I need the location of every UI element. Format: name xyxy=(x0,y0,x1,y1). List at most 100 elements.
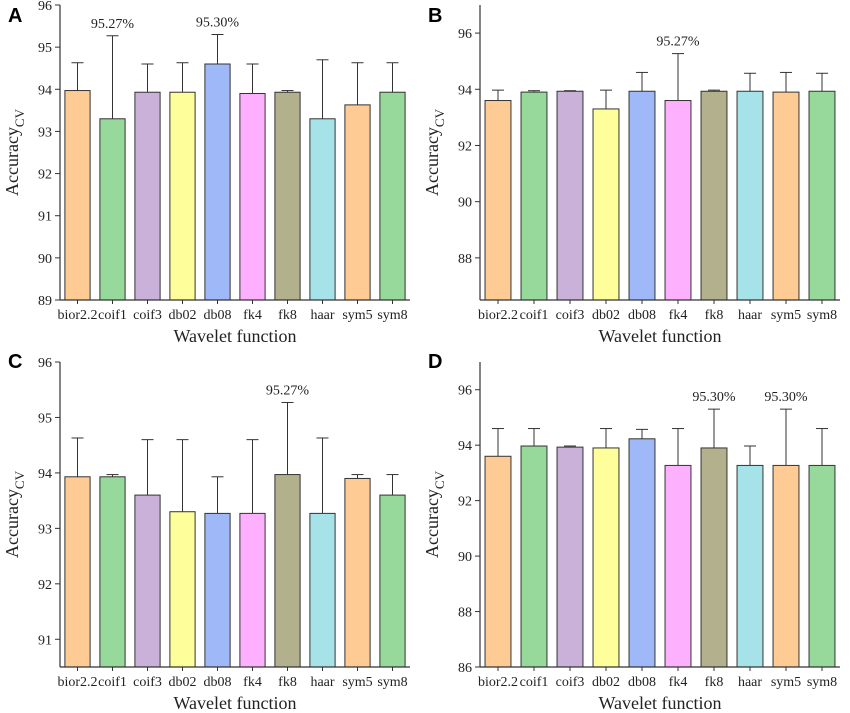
y-axis-title: AccuracyCV xyxy=(422,108,447,196)
y-tick-label: 96 xyxy=(458,384,472,399)
bar-fk4 xyxy=(239,93,266,301)
x-tick-label: sym8 xyxy=(807,308,837,323)
x-tick-label: coif1 xyxy=(520,675,549,690)
bar-db02 xyxy=(169,511,196,668)
y-tick-label: 90 xyxy=(458,196,472,211)
bar-db02 xyxy=(169,91,196,301)
y-axis-title: AccuracyCV xyxy=(2,470,27,558)
x-tick-label: bior2.2 xyxy=(57,675,97,690)
y-tick-label: 96 xyxy=(458,27,472,42)
bar-coif1 xyxy=(99,118,126,301)
bar-db02 xyxy=(592,108,620,301)
x-axis-title: Wavelet function xyxy=(173,326,296,346)
x-axis-title: Wavelet function xyxy=(598,326,721,346)
x-tick-label: db08 xyxy=(628,675,656,690)
panel-letter: C xyxy=(8,351,22,373)
bar-db08 xyxy=(204,512,231,668)
x-axis-title: Wavelet function xyxy=(173,693,296,713)
bar-fk4 xyxy=(664,464,692,668)
bar-fk8 xyxy=(700,447,728,668)
bar-coif3 xyxy=(134,91,161,301)
bar-haar xyxy=(736,464,764,668)
y-tick-label: 90 xyxy=(458,550,472,565)
x-tick-label: fk8 xyxy=(705,675,724,690)
panel-letter: A xyxy=(8,5,22,27)
panel-letter: B xyxy=(428,5,442,27)
bar-coif3 xyxy=(556,90,584,301)
bar-sym5 xyxy=(344,104,371,301)
bar-fk8 xyxy=(274,91,301,301)
bar-sym8 xyxy=(808,90,836,301)
x-tick-label: sym5 xyxy=(771,308,801,323)
x-tick-label: haar xyxy=(738,308,762,323)
x-tick-label: bior2.2 xyxy=(57,308,97,323)
bar-db02 xyxy=(592,447,620,668)
bar-haar xyxy=(309,512,336,668)
x-tick-label: fk4 xyxy=(669,308,688,323)
bar-coif3 xyxy=(556,446,584,668)
y-tick-label: 91 xyxy=(38,633,52,648)
data-annotation: 95.30% xyxy=(196,16,240,31)
bar-sym8 xyxy=(379,91,406,301)
x-tick-label: coif1 xyxy=(98,308,127,323)
y-tick-label: 94 xyxy=(38,467,52,482)
bar-bior2.2 xyxy=(484,100,512,301)
y-axis-title: AccuracyCV xyxy=(2,108,27,196)
x-tick-label: sym8 xyxy=(807,675,837,690)
y-tick-label: 89 xyxy=(38,294,52,309)
x-tick-label: haar xyxy=(738,675,762,690)
bar-bior2.2 xyxy=(64,90,91,301)
bar-fk8 xyxy=(274,474,301,668)
data-annotation: 95.30% xyxy=(692,390,736,405)
y-tick-label: 96 xyxy=(38,356,52,371)
x-tick-label: fk4 xyxy=(669,675,688,690)
bar-fk4 xyxy=(664,100,692,301)
x-tick-label: sym5 xyxy=(342,308,372,323)
y-tick-label: 92 xyxy=(38,578,52,593)
chart-panel-b: B 88 90 92 94 96 bior2.2 coif1 coif3 db02 db08 fk4 f… xyxy=(422,5,840,346)
chart-panel-a: A 89 90 91 92 93 94 95 96 bior2.2 coif1 coif3 db02 db… xyxy=(2,0,410,346)
bar-sym8 xyxy=(808,464,836,668)
y-tick-label: 90 xyxy=(38,252,52,267)
data-annotation: 95.27% xyxy=(91,17,135,32)
bar-sym5 xyxy=(772,91,800,301)
x-tick-label: sym8 xyxy=(377,308,407,323)
y-tick-label: 94 xyxy=(458,83,472,98)
y-tick-label: 88 xyxy=(458,606,472,621)
y-tick-label: 92 xyxy=(458,495,472,510)
chart-panel-d: D 86 88 90 92 94 96 bior2.2 coif1 coif3 db02 db08 fk… xyxy=(422,351,840,713)
x-tick-label: fk8 xyxy=(278,675,297,690)
bar-coif3 xyxy=(134,494,161,668)
bar-db08 xyxy=(204,63,231,301)
data-annotation: 95.27% xyxy=(656,35,700,50)
x-axis-title: Wavelet function xyxy=(598,693,721,713)
bar-fk8 xyxy=(700,90,728,301)
x-tick-label: haar xyxy=(310,308,334,323)
x-tick-label: db02 xyxy=(169,308,197,323)
y-tick-label: 88 xyxy=(458,252,472,267)
bar-sym8 xyxy=(379,494,406,668)
x-tick-label: sym5 xyxy=(342,675,372,690)
chart-panel-c: C 91 92 93 94 95 96 bior2.2 coif1 coif3 db02 db08 fk… xyxy=(2,351,410,713)
x-tick-label: fk8 xyxy=(705,308,724,323)
x-tick-label: sym5 xyxy=(771,675,801,690)
y-tick-label: 95 xyxy=(38,411,52,426)
x-tick-label: db08 xyxy=(628,308,656,323)
bar-coif1 xyxy=(520,91,548,301)
bar-coif1 xyxy=(520,445,548,668)
y-tick-label: 93 xyxy=(38,522,52,537)
bar-bior2.2 xyxy=(64,476,91,668)
y-tick-label: 96 xyxy=(38,0,52,14)
bar-haar xyxy=(736,90,764,301)
x-tick-label: coif3 xyxy=(556,675,585,690)
x-tick-label: fk8 xyxy=(278,308,297,323)
bar-sym5 xyxy=(772,464,800,668)
bar-db08 xyxy=(628,438,656,668)
x-tick-label: bior2.2 xyxy=(478,308,518,323)
x-tick-label: db08 xyxy=(204,308,232,323)
data-annotation: 95.27% xyxy=(266,383,310,398)
bar-bior2.2 xyxy=(484,455,512,668)
bar-haar xyxy=(309,118,336,301)
y-axis-title: AccuracyCV xyxy=(422,470,447,558)
x-tick-label: db02 xyxy=(592,675,620,690)
